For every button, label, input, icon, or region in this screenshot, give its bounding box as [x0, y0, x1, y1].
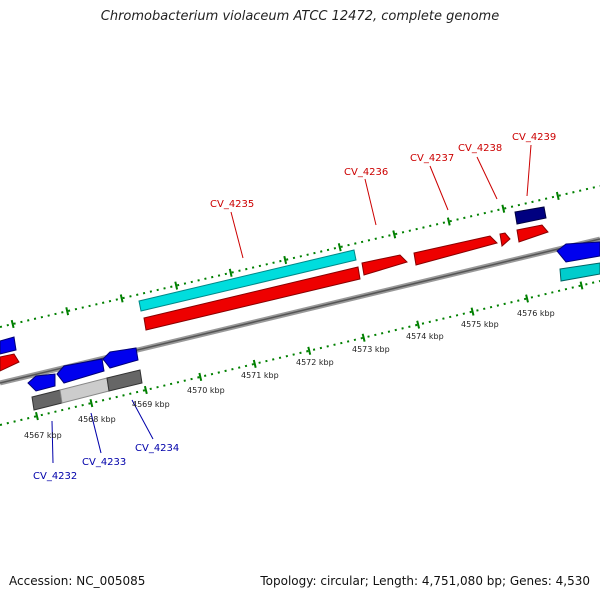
- major-tick: [307, 346, 312, 355]
- kbp-scale-labels: 4567 kbp 4568 kbp 4569 kbp 4570 kbp 4571…: [24, 309, 555, 440]
- major-tick: [143, 385, 148, 395]
- major-tick: [119, 294, 124, 303]
- gene-cv4239[interactable]: [516, 224, 549, 243]
- kbp-label: 4572 kbp: [296, 358, 334, 367]
- major-tick: [501, 204, 506, 213]
- kbp-label: 4569 kbp: [132, 400, 170, 409]
- gene-cv4232-bar[interactable]: [31, 389, 63, 411]
- kbp-label: 4575 kbp: [461, 320, 499, 329]
- label-cv4233[interactable]: CV_4233: [82, 457, 126, 468]
- reverse-genes: [0, 241, 600, 411]
- gene-cv4237[interactable]: [413, 235, 498, 266]
- gene-cv4239-top[interactable]: [514, 206, 547, 225]
- label-cv4234[interactable]: CV_4234: [135, 443, 179, 454]
- gene-left-forward-red[interactable]: [0, 353, 20, 372]
- gene-cv4236[interactable]: [361, 254, 408, 276]
- major-tick: [579, 281, 584, 290]
- map-title: Chromobacterium violaceum ATCC 12472, co…: [100, 9, 500, 24]
- gene-cv4235[interactable]: [138, 249, 357, 312]
- major-tick: [446, 217, 451, 226]
- major-tick: [35, 411, 39, 421]
- gene-cv4234-bar[interactable]: [106, 369, 143, 392]
- major-tick: [174, 281, 179, 290]
- gene-right-reverse-blue[interactable]: [556, 241, 600, 263]
- kbp-label: 4567 kbp: [24, 431, 62, 440]
- upper-tick-track: [0, 185, 600, 328]
- lower-tick-track: [0, 280, 600, 426]
- major-tick: [65, 307, 70, 316]
- gene-cv4238[interactable]: [499, 232, 511, 247]
- kbp-label: 4571 kbp: [241, 371, 279, 380]
- label-cv4235[interactable]: CV_4235: [210, 199, 254, 210]
- gene-cv4233-top[interactable]: [56, 358, 105, 384]
- label-cv4232[interactable]: CV_4232: [33, 471, 77, 482]
- major-tick: [198, 372, 203, 382]
- kbp-label: 4574 kbp: [406, 332, 444, 341]
- kbp-label: 4576 kbp: [517, 309, 555, 318]
- major-tick: [252, 359, 257, 368]
- genome-summary-text: Topology: circular; Length: 4,751,080 bp…: [260, 574, 590, 588]
- gene-cv4235-tube: [143, 266, 361, 331]
- major-tick: [89, 398, 94, 408]
- kbp-label: 4570 kbp: [187, 386, 225, 395]
- major-tick: [337, 243, 342, 252]
- major-tick: [361, 333, 366, 342]
- major-ticks: [10, 191, 584, 421]
- major-tick: [228, 268, 233, 277]
- major-tick: [283, 255, 288, 265]
- label-cv4239[interactable]: CV_4239: [512, 132, 556, 143]
- gene-left-reverse-blue[interactable]: [0, 336, 17, 355]
- kbp-label: 4568 kbp: [78, 415, 116, 424]
- major-tick: [392, 230, 397, 239]
- major-tick: [525, 294, 529, 303]
- label-cv4238[interactable]: CV_4238: [458, 143, 502, 154]
- reverse-leaders: [51, 399, 154, 464]
- major-tick: [470, 307, 475, 316]
- forward-gene-labels: CV_4235 CV_4236 CV_4237 CV_4238 CV_4239: [210, 132, 556, 210]
- forward-genes: [0, 206, 549, 372]
- major-tick: [555, 191, 560, 201]
- gene-right-reverse-cyan[interactable]: [559, 262, 600, 282]
- accession-text: Accession: NC_005085: [9, 574, 146, 588]
- gene-cv4232-top[interactable]: [27, 373, 56, 392]
- gene-cv4234-top[interactable]: [102, 347, 139, 369]
- major-tick: [10, 319, 15, 329]
- kbp-label: 4573 kbp: [352, 345, 390, 354]
- forward-leaders: [230, 144, 532, 259]
- label-cv4236[interactable]: CV_4236: [344, 167, 388, 178]
- major-tick: [416, 320, 421, 329]
- label-cv4237[interactable]: CV_4237: [410, 153, 454, 164]
- reverse-gene-labels: CV_4232 CV_4233 CV_4234: [33, 443, 179, 482]
